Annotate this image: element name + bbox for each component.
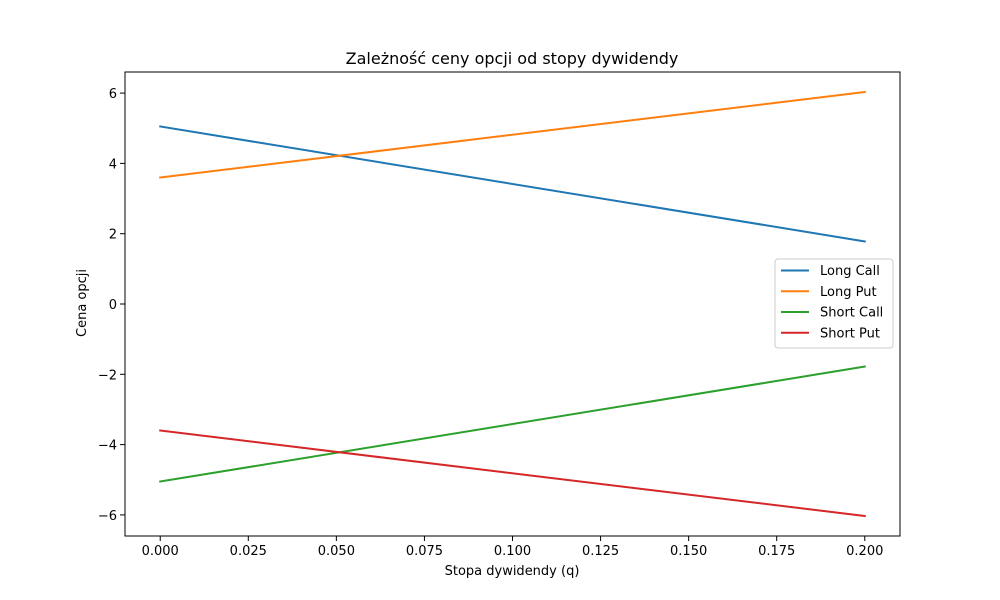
y-tick-label: 0 <box>109 298 117 313</box>
legend-entry-label: Long Call <box>820 264 880 279</box>
x-tick-label: 0.200 <box>846 544 883 559</box>
x-tick-label: 0.100 <box>494 544 531 559</box>
y-tick-label: −2 <box>98 368 117 383</box>
x-tick-label: 0.075 <box>406 544 443 559</box>
y-tick-label: −4 <box>98 439 117 454</box>
y-tick-label: 4 <box>109 157 117 172</box>
y-tick-label: −6 <box>98 509 117 524</box>
plot-area: 0.000 0.025 0.050 0.075 0.100 0.125 0.150 0.175… <box>98 71 901 559</box>
legend: Long Call Long Put Short Call Short Put <box>774 258 894 349</box>
chart-title: Zależność ceny opcji od stopy dywidendy <box>346 49 679 68</box>
y-tick-label: 2 <box>109 228 117 243</box>
legend-box <box>774 258 894 349</box>
series-line-short-call <box>159 365 866 483</box>
x-tick-label: 0.025 <box>230 544 267 559</box>
x-tick-label: 0.050 <box>318 544 355 559</box>
x-tick-label: 0.000 <box>142 544 179 559</box>
x-tick-label: 0.175 <box>758 544 795 559</box>
series-line-long-call <box>159 125 866 243</box>
y-axis-label: Cena opcji <box>75 269 90 337</box>
legend-entry-label: Short Call <box>820 306 883 321</box>
y-tick-label: 6 <box>109 87 117 102</box>
series-line-long-put <box>159 90 866 179</box>
x-tick-label: 0.125 <box>582 544 619 559</box>
legend-entry-label: Long Put <box>820 285 877 300</box>
legend-entry-label: Short Put <box>820 326 880 341</box>
x-axis-label: Stopa dywidendy (q) <box>445 564 580 579</box>
series-line-short-put <box>159 429 866 518</box>
x-tick-label: 0.150 <box>670 544 707 559</box>
